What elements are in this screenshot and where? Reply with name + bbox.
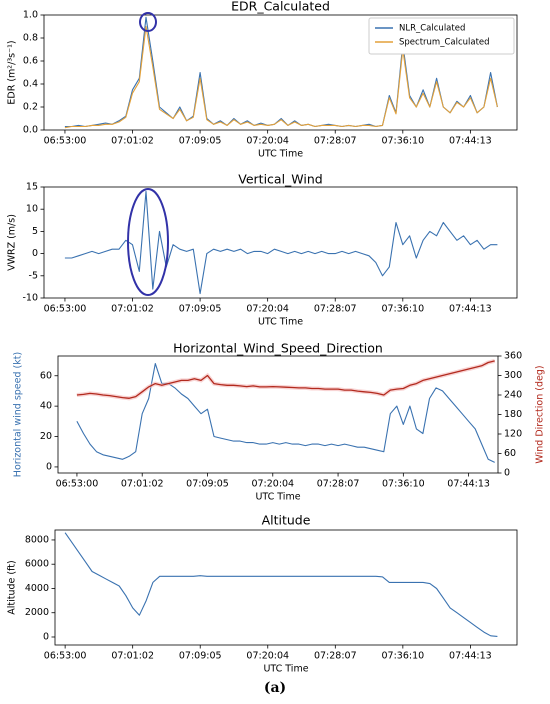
y-axis-label: Altitude (ft)	[7, 560, 18, 614]
series-line	[76, 363, 495, 463]
x-tick-label: 07:01:02	[111, 136, 154, 147]
series-line	[64, 532, 498, 637]
y2-tick-label: 60	[504, 448, 516, 459]
x-tick-label: 06:53:00	[44, 304, 87, 315]
x-tick-label: 07:28:07	[317, 479, 360, 490]
plot-frame	[57, 355, 499, 474]
series-line	[76, 360, 495, 399]
x-axis-label: UTC Time	[255, 492, 300, 503]
x-tick-label: 07:09:05	[186, 479, 229, 490]
x-axis-label: UTC Time	[258, 149, 303, 160]
x-tick-label: 06:53:00	[56, 479, 99, 490]
series-line	[64, 190, 498, 295]
chart-title: Altitude	[262, 513, 311, 528]
x-tick-label: 07:01:02	[111, 304, 154, 315]
y-tick-label: -10	[22, 293, 38, 304]
y-tick-label: 0	[43, 631, 49, 642]
y-tick-label: 1.0	[23, 10, 38, 21]
x-tick-label: 07:36:10	[381, 304, 424, 315]
chart-title: Horizontal_Wind_Speed_Direction	[173, 341, 383, 356]
x-tick-label: 06:53:00	[44, 136, 87, 147]
y-tick-label: 0.6	[23, 56, 38, 67]
x-tick-label: 07:09:05	[179, 304, 222, 315]
x-tick-label: 07:36:10	[382, 479, 425, 490]
y-tick-label: 0.4	[23, 79, 38, 90]
y-tick-label: 20	[40, 431, 52, 442]
x-tick-label: 07:36:10	[381, 136, 424, 147]
y-tick-label: 0	[46, 461, 52, 472]
highlight-circle	[127, 188, 169, 296]
y2-tick-label: 300	[504, 370, 522, 381]
y-tick-label: 8000	[25, 534, 49, 545]
x-tick-label: 07:44:13	[449, 651, 492, 662]
y2-tick-label: 0	[504, 468, 510, 479]
y2-tick-label: 180	[504, 409, 522, 420]
plot-frame	[54, 529, 518, 646]
chart-title: EDR_Calculated	[231, 0, 330, 14]
y-tick-label: 0.0	[23, 125, 38, 136]
x-tick-label: 07:20:04	[251, 479, 294, 490]
x-tick-label: 07:20:04	[246, 304, 289, 315]
x-tick-label: 07:01:02	[111, 651, 154, 662]
y-tick-label: 10	[26, 204, 38, 215]
x-axis-label: UTC Time	[263, 664, 308, 675]
y-tick-label: 0	[32, 248, 38, 259]
y-tick-label: 40	[40, 401, 52, 412]
chart-title: Vertical_Wind	[238, 172, 322, 187]
legend-box	[368, 17, 515, 55]
x-tick-label: 07:20:04	[246, 136, 289, 147]
y-tick-label: -5	[29, 270, 38, 281]
y-tick-label: 4000	[25, 583, 49, 594]
plot-frame	[43, 186, 518, 299]
x-tick-label: 07:28:07	[314, 651, 357, 662]
y-tick-label: 2000	[25, 607, 49, 618]
y-axis-label: EDR (m²/³s⁻¹)	[7, 40, 18, 104]
x-tick-label: 07:36:10	[382, 651, 425, 662]
y-tick-label: 15	[26, 182, 38, 193]
caption: (a)	[264, 680, 286, 696]
highlight-circle	[139, 12, 157, 32]
y2-axis-label: Wind Direction (deg)	[535, 365, 546, 463]
y-tick-label: 0.8	[23, 33, 38, 44]
y2-tick-label: 360	[504, 351, 522, 362]
y2-tick-label: 120	[504, 429, 522, 440]
x-tick-label: 06:53:00	[44, 651, 87, 662]
plot-frame	[43, 14, 518, 131]
x-tick-label: 07:44:13	[449, 304, 492, 315]
x-tick-label: 07:44:13	[449, 136, 492, 147]
series-line	[64, 16, 498, 128]
x-tick-label: 07:09:05	[179, 136, 222, 147]
y2-tick-label: 240	[504, 390, 522, 401]
x-tick-label: 07:01:02	[121, 479, 164, 490]
y-tick-label: 5	[32, 226, 38, 237]
x-tick-label: 07:28:07	[314, 136, 357, 147]
y-tick-label: 60	[40, 370, 52, 381]
y-axis-label: Horizontal wind speed (kt)	[13, 352, 24, 477]
x-tick-label: 07:09:05	[179, 651, 222, 662]
series-line	[64, 25, 498, 129]
y-tick-label: 0.2	[23, 102, 38, 113]
legend-label: Spectrum_Calculated	[399, 38, 490, 48]
x-axis-label: UTC Time	[258, 317, 303, 328]
y-axis-label: VWRZ (m/s)	[7, 214, 18, 271]
legend-label: NLR_Calculated	[399, 24, 465, 34]
x-tick-label: 07:28:07	[314, 304, 357, 315]
x-tick-label: 07:44:13	[447, 479, 490, 490]
y-tick-label: 6000	[25, 559, 49, 570]
series-halo	[76, 358, 496, 401]
x-tick-label: 07:20:04	[246, 651, 289, 662]
